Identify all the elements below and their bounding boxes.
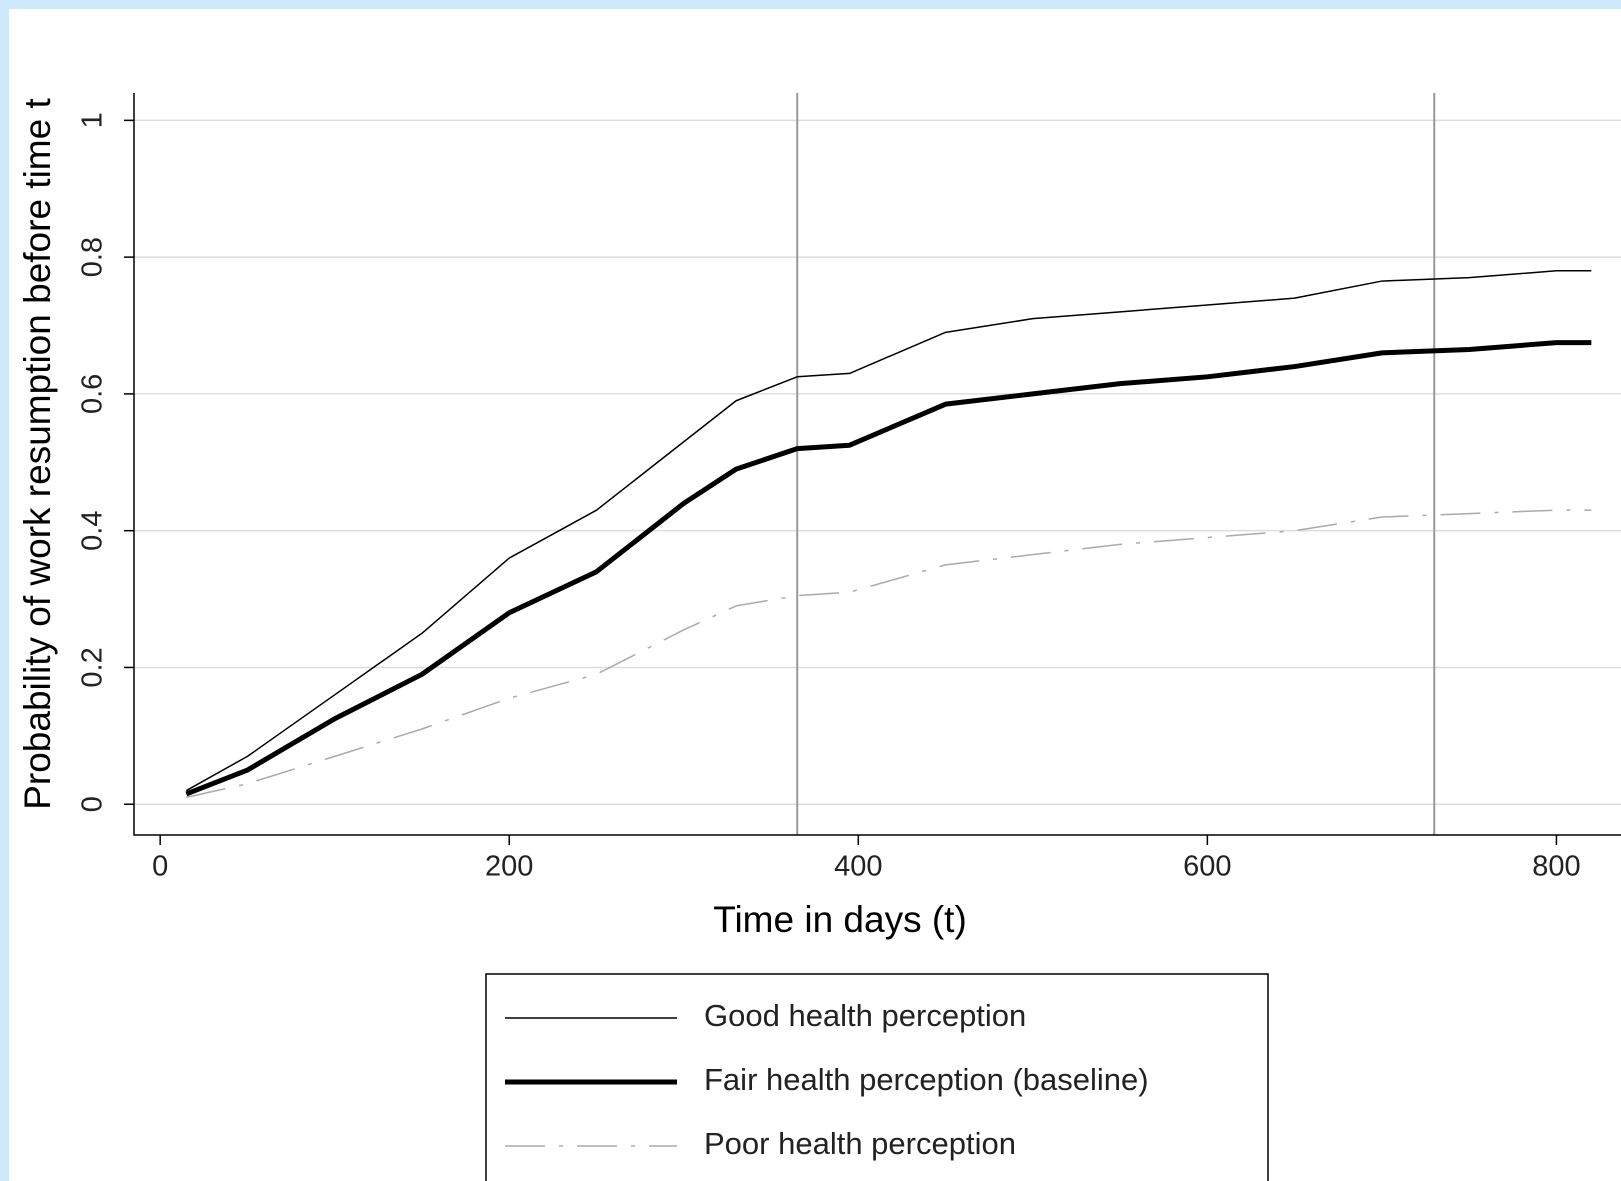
legend-label: Poor health perception	[704, 1126, 1016, 1161]
x-tick-label: 600	[1183, 851, 1231, 883]
x-axis-title: Time in days (t)	[713, 899, 967, 940]
series-line	[186, 509, 1592, 799]
y-tick-label: 1	[77, 112, 109, 128]
series-line	[185, 340, 1592, 797]
y-tick-label: 0.8	[77, 237, 109, 277]
y-tick-label: 0.6	[77, 374, 109, 414]
legend-label: Fair health perception (baseline)	[704, 1062, 1149, 1097]
x-tick-label: 0	[152, 851, 168, 883]
y-tick-label: 0.4	[77, 511, 109, 551]
axis-line	[133, 93, 1621, 836]
y-axis-title: Probability of work resumption before ti…	[17, 98, 58, 810]
x-tick-label: 400	[834, 851, 882, 883]
y-tick-label: 0	[77, 796, 109, 812]
y-tick-label: 0.2	[77, 647, 109, 687]
legend-label: Good health perception	[704, 998, 1026, 1033]
x-tick-label: 200	[485, 851, 533, 883]
series-line	[185, 270, 1592, 792]
x-tick-label: 800	[1532, 851, 1580, 883]
